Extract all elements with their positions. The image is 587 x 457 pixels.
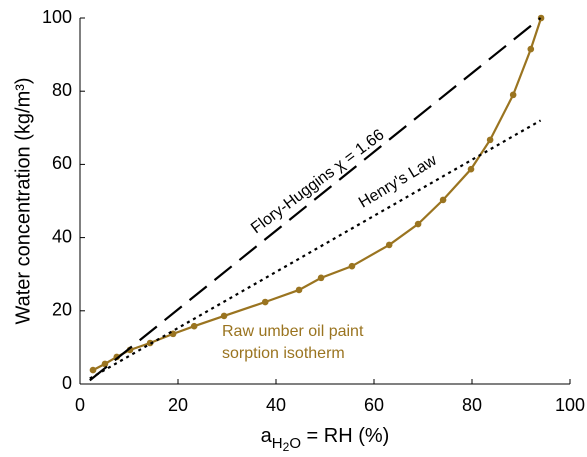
data-point xyxy=(509,91,517,99)
x-axis-label: aH2O = RH (%) xyxy=(261,425,390,454)
x-tick-label: 20 xyxy=(168,395,188,415)
data-point xyxy=(146,339,154,347)
x-tick-label: 100 xyxy=(555,395,585,415)
y-tick-label: 80 xyxy=(52,80,72,100)
data-point xyxy=(317,274,325,282)
annotation: Flory-Huggins χ = 1.66 xyxy=(248,126,388,237)
data-point xyxy=(101,360,109,368)
data-point xyxy=(190,322,198,330)
series-line xyxy=(89,119,542,380)
y-tick-label: 0 xyxy=(62,373,72,393)
data-point xyxy=(486,136,494,144)
y-tick-label: 60 xyxy=(52,153,72,173)
y-tick-label: 20 xyxy=(52,300,72,320)
data-point xyxy=(385,241,393,249)
x-label-part: = RH (%) xyxy=(301,425,389,447)
series-line xyxy=(89,17,542,382)
data-point xyxy=(348,262,356,270)
data-point xyxy=(220,312,228,320)
data-point xyxy=(439,196,447,204)
data-point xyxy=(261,298,269,306)
data-point xyxy=(89,366,97,374)
y-tick-label: 40 xyxy=(52,226,72,246)
data-point xyxy=(414,220,422,228)
x-tick-label: 40 xyxy=(266,395,286,415)
x-label-part: O xyxy=(289,435,301,452)
y-tick-label: 100 xyxy=(42,7,72,27)
x-label-part: a xyxy=(261,425,273,447)
data-point xyxy=(527,45,535,53)
x-label-part: H xyxy=(272,435,283,452)
data-point xyxy=(295,286,303,294)
x-tick-label: 0 xyxy=(75,395,85,415)
series-line xyxy=(92,17,543,372)
data-point xyxy=(467,165,475,173)
annotation: Henry's Law xyxy=(356,152,440,212)
x-tick-label: 80 xyxy=(462,395,482,415)
annotation: sorption isotherm xyxy=(222,345,345,362)
data-point xyxy=(537,14,545,22)
annotation: Raw umber oil paint xyxy=(222,323,364,340)
x-tick-label: 60 xyxy=(364,395,384,415)
y-axis-label: Water concentration (kg/m³) xyxy=(12,77,34,324)
x-label-part: 2 xyxy=(283,440,290,454)
